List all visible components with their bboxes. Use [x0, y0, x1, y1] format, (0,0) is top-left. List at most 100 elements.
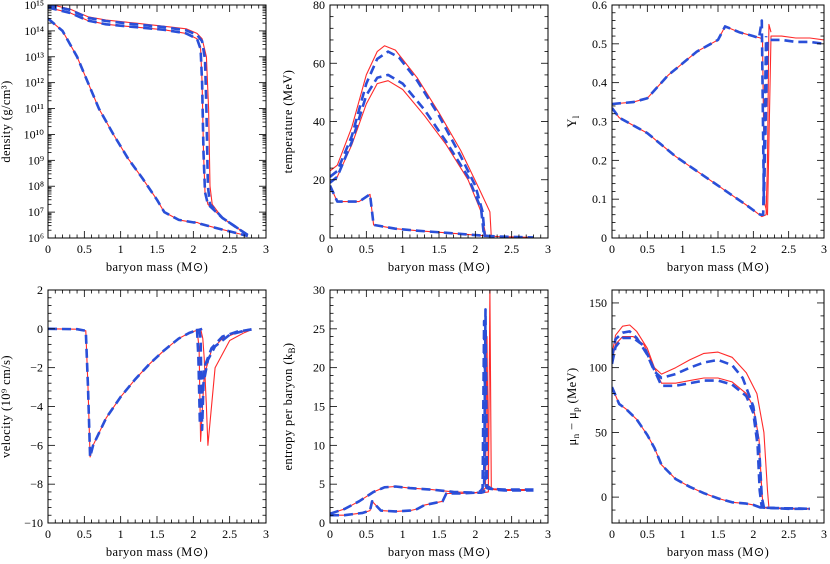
- y-tick-label: 100: [589, 361, 607, 375]
- x-tick-label: 1: [118, 527, 124, 541]
- y-tick-label: 10⁸: [28, 179, 44, 193]
- x-tick-label: 0: [327, 527, 333, 541]
- x-tick-label: 1: [118, 242, 124, 256]
- x-tick-label: 2.5: [222, 242, 237, 256]
- x-tick-label: 3: [263, 527, 269, 541]
- y-tick-label: 80: [313, 0, 325, 12]
- y-tick-label: 10: [313, 438, 325, 452]
- y-tick-label: −8: [30, 477, 43, 491]
- plot-area: [330, 290, 534, 517]
- y-tick-label: −10: [24, 516, 43, 530]
- y-tick-label: 10¹¹: [25, 102, 45, 116]
- y-tick-label: 0: [601, 490, 607, 504]
- y-tick-label: 10¹³: [25, 50, 45, 64]
- x-tick-label: 2: [190, 242, 196, 256]
- x-tick-label: 3: [821, 242, 827, 256]
- plot-area: [48, 5, 249, 238]
- x-axis-label: baryon mass (M⊙): [388, 545, 490, 559]
- x-axis-label: baryon mass (M⊙): [106, 260, 208, 274]
- x-tick-label: 2: [750, 242, 756, 256]
- y-label-part: p: [571, 407, 581, 412]
- y-tick-label: 0.1: [592, 192, 607, 206]
- y-axis-label: velocity (10⁹ cm/s): [0, 355, 13, 458]
- y-tick-label: 40: [313, 115, 325, 129]
- series-line-blue-5: [48, 17, 249, 238]
- y-label-main: density (g/cm³): [0, 80, 13, 162]
- y-axis-label: density (g/cm³): [0, 80, 13, 162]
- x-tick-label: 1.5: [711, 527, 726, 541]
- series-line-blue-3: [612, 330, 810, 511]
- y-tick-label: 10⁹: [28, 153, 44, 167]
- series-line-red-1: [50, 5, 249, 236]
- series-line-blue-3: [48, 327, 203, 459]
- series-line-red-2: [612, 386, 810, 510]
- panel-temperature: 0 0.5 1 1.5 2 2.5 3 baryon mass (M⊙) 0 20 40 60 80 te…: [281, 0, 551, 274]
- y-axis-label: temperature (MeV): [281, 70, 295, 174]
- y-tick-label: −4: [30, 400, 43, 414]
- x-tick-label: 0.5: [77, 527, 92, 541]
- x-axis-label: baryon mass (M⊙): [667, 260, 769, 274]
- plot-area: [48, 327, 252, 459]
- y-axis-label: μn − μp (MeV): [565, 367, 581, 445]
- y-tick-label: 20: [313, 173, 325, 187]
- x-axis-label: baryon mass (M⊙): [106, 545, 208, 559]
- series-line-red-2: [330, 185, 534, 238]
- y-tick-label: 20: [313, 361, 325, 375]
- x-tick-label: 2: [472, 242, 478, 256]
- y-label-sub: B: [287, 347, 297, 353]
- series-line-blue-3: [612, 36, 768, 216]
- x-tick-label: 0: [45, 242, 51, 256]
- y-tick-label: 50: [595, 425, 607, 439]
- y-tick-label: 150: [589, 296, 607, 310]
- y-tick-label: 10¹⁴: [24, 24, 44, 38]
- series-line-red-0: [330, 290, 534, 515]
- series-line-blue-3: [330, 50, 487, 238]
- x-tick-label: 1.5: [150, 242, 165, 256]
- series-line-blue-2: [612, 19, 824, 205]
- y-label-tail: ): [281, 342, 295, 347]
- y-tick-label: 10⁷: [28, 205, 44, 219]
- series-line-red-1: [612, 23, 772, 218]
- series-line-red-0: [612, 324, 810, 510]
- x-tick-label: 0: [609, 242, 615, 256]
- y-label-main: entropy per baryon (k: [281, 353, 295, 470]
- y-tick-label: 10¹⁰: [24, 127, 45, 141]
- x-axis-label: baryon mass (M⊙): [667, 545, 769, 559]
- x-tick-label: 2.5: [781, 527, 796, 541]
- y-label-part: μ: [565, 438, 579, 445]
- series-line-red-0: [330, 45, 492, 238]
- y-label-part: − μ: [565, 412, 579, 434]
- x-tick-label: 2.5: [222, 527, 237, 541]
- y-tick-label: 10⁶: [28, 231, 44, 245]
- series-line-blue-4: [48, 5, 249, 237]
- y-tick-label: 2: [37, 283, 43, 297]
- x-tick-label: 3: [821, 527, 827, 541]
- x-tick-label: 0.5: [77, 242, 92, 256]
- panel-velocity: 0 0.5 1 1.5 2 2.5 3 baryon mass (M⊙) −10 −8 −6 −4 −2…: [0, 283, 269, 559]
- y-tick-label: 0: [319, 516, 325, 530]
- x-tick-label: 1: [400, 527, 406, 541]
- series-line-blue-5: [330, 185, 534, 238]
- x-tick-label: 1.5: [150, 527, 165, 541]
- series-line-red-1: [200, 328, 252, 446]
- x-tick-label: 2: [190, 527, 196, 541]
- x-tick-label: 0: [609, 527, 615, 541]
- y-tick-label: 25: [313, 322, 325, 336]
- x-tick-label: 3: [545, 242, 551, 256]
- panel-mu: 0 0.5 1 1.5 2 2.5 3 baryon mass (M⊙) 0 50 100 150 μn…: [565, 289, 827, 559]
- panel-density: 0 0.5 1 1.5 2 2.5 3 baryon mass (M⊙) 10⁶ 10⁷ 10⁸ 10…: [0, 0, 269, 274]
- y-tick-label: 0.5: [592, 37, 607, 51]
- y-tick-label: 0.2: [592, 153, 607, 167]
- x-tick-label: 0.5: [640, 527, 655, 541]
- y-tick-label: 10¹²: [25, 76, 45, 90]
- x-tick-label: 1: [400, 242, 406, 256]
- y-tick-label: 5: [319, 477, 325, 491]
- x-axis-label: baryon mass (M⊙): [388, 260, 490, 274]
- series-line-blue-3: [48, 6, 249, 237]
- series-line-blue-5: [612, 386, 810, 511]
- y-label-sub: l: [571, 115, 581, 118]
- y-tick-label: −2: [30, 361, 43, 375]
- x-tick-label: 0: [45, 527, 51, 541]
- plot-area: [330, 45, 534, 238]
